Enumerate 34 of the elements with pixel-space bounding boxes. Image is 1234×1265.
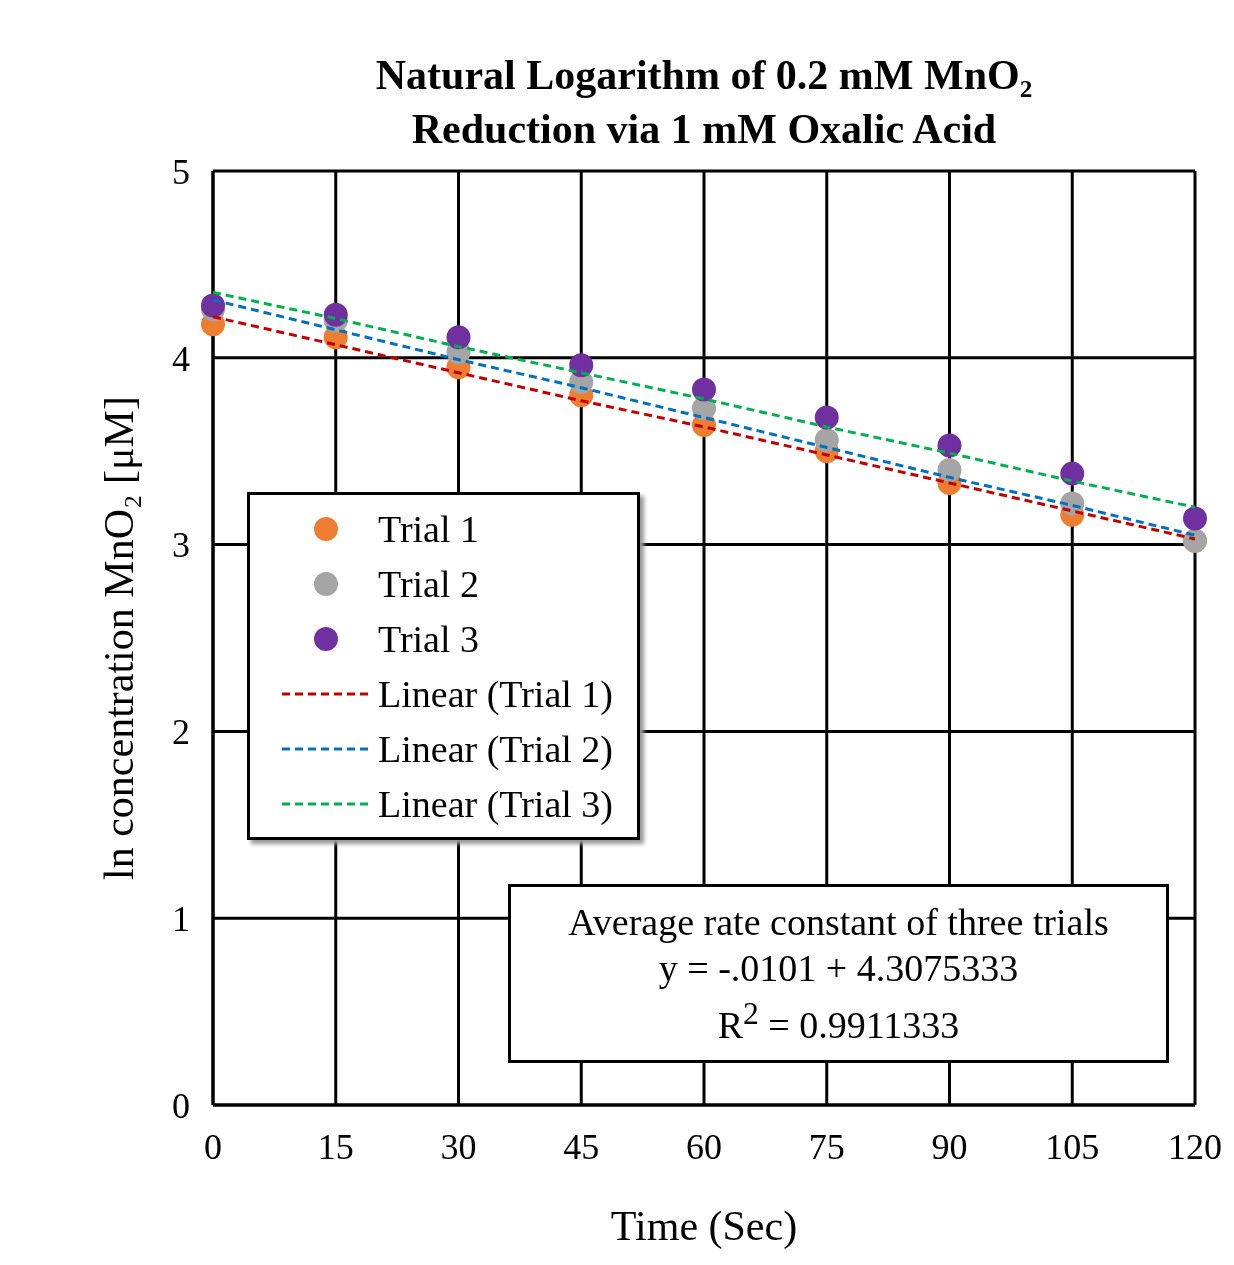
point	[446, 325, 471, 350]
y-tick-label: 0	[172, 1085, 190, 1126]
x-tick-label: 90	[931, 1126, 968, 1167]
legend-label: Linear (Trial 3)	[378, 781, 613, 826]
x-tick-label: 45	[563, 1126, 600, 1167]
point	[1183, 506, 1207, 531]
x-tick-label: 120	[1168, 1126, 1222, 1167]
x-tick-label: 60	[686, 1126, 722, 1167]
x-tick-label: 30	[440, 1126, 477, 1167]
x-axis-title: Time (Sec)	[610, 1203, 798, 1250]
y-tick-label: 3	[172, 525, 190, 566]
point	[569, 353, 594, 378]
x-tick-label: 75	[808, 1126, 845, 1167]
legend-label: Trial 3	[378, 616, 480, 661]
legend-label: Linear (Trial 1)	[378, 671, 613, 716]
x-tick-label: 0	[204, 1126, 222, 1167]
point	[692, 377, 716, 402]
legend-label: Linear (Trial 2)	[378, 726, 613, 771]
point	[937, 457, 962, 482]
legend-label: Trial 2	[378, 561, 480, 606]
point	[814, 405, 839, 430]
x-tick-label: 15	[317, 1126, 354, 1167]
y-tick-label: 4	[172, 338, 190, 379]
chart-title: Natural Logarithm of 0.2 mM MnO₂ Reduction via 1 mM Oxalic Acid	[374, 51, 1034, 154]
y-tick-label: 2	[172, 712, 190, 753]
point	[814, 427, 839, 452]
y-axis-title: ln concentration MnO₂ [μM]	[95, 396, 142, 880]
y-tick-label: 1	[172, 898, 190, 939]
point	[1060, 461, 1085, 486]
legend-label: Trial 1	[378, 506, 480, 551]
x-tick-label: 105	[1045, 1126, 1100, 1167]
y-tick-label: 5	[172, 151, 190, 192]
point	[201, 293, 225, 318]
annotation: Average rate constant of three trials y = -.0101 + 4.3075333 R$^{2}$ = 0.9911333	[508, 884, 1169, 1063]
